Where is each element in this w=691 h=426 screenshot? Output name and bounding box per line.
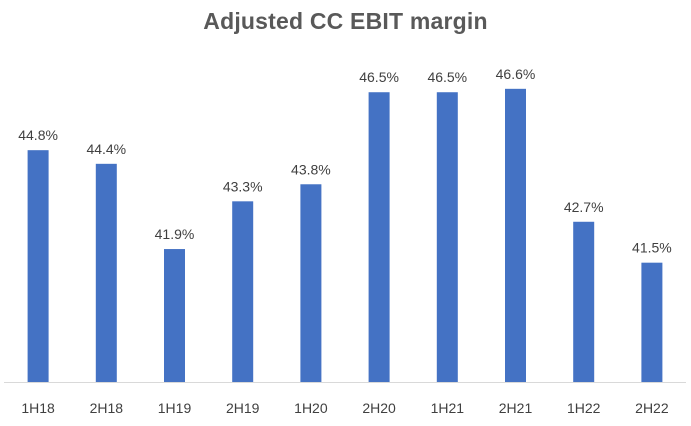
x-tick-label-2H22: 2H22 <box>635 400 669 416</box>
bar-2H19 <box>232 201 254 382</box>
chart-title: Adjusted CC EBIT margin <box>203 8 488 34</box>
data-label-1H20: 43.8% <box>291 161 331 177</box>
bar-1H22 <box>573 221 595 382</box>
bar-2H22 <box>641 262 663 382</box>
data-label-1H18: 44.8% <box>18 127 58 143</box>
x-tick-label-1H21: 1H21 <box>431 400 465 416</box>
bar-2H18 <box>95 163 117 382</box>
x-tick-label-1H18: 1H18 <box>21 400 55 416</box>
data-label-1H21: 46.5% <box>427 69 467 85</box>
bar-1H20 <box>300 184 322 382</box>
x-tick-label-1H20: 1H20 <box>294 400 328 416</box>
data-label-2H22: 41.5% <box>632 240 672 256</box>
x-tick-label-2H19: 2H19 <box>226 400 260 416</box>
data-label-2H19: 43.3% <box>223 178 263 194</box>
data-label-1H22: 42.7% <box>564 199 604 215</box>
data-label-2H20: 46.5% <box>359 69 399 85</box>
bar-1H18 <box>27 150 49 382</box>
x-tick-label-2H21: 2H21 <box>499 400 533 416</box>
x-tick-label-2H20: 2H20 <box>362 400 396 416</box>
bar-2H21 <box>505 88 526 382</box>
bar-2H20 <box>368 92 390 382</box>
data-label-1H19: 41.9% <box>155 226 195 242</box>
data-label-2H21: 46.6% <box>496 66 536 82</box>
bar-1H19 <box>164 249 185 382</box>
x-tick-label-2H18: 2H18 <box>90 400 124 416</box>
data-label-2H18: 44.4% <box>86 141 126 157</box>
x-tick-label-1H19: 1H19 <box>158 400 192 416</box>
x-tick-label-1H22: 1H22 <box>567 400 601 416</box>
bar-1H21 <box>436 92 458 382</box>
